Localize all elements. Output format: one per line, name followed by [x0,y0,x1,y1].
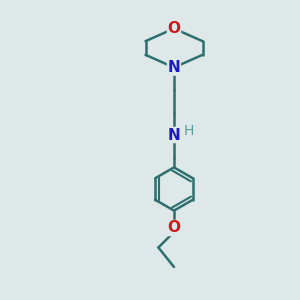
Text: N: N [168,128,180,142]
Text: O: O [167,21,181,36]
Text: N: N [168,60,180,75]
Text: H: H [184,124,194,138]
Text: O: O [167,220,181,236]
